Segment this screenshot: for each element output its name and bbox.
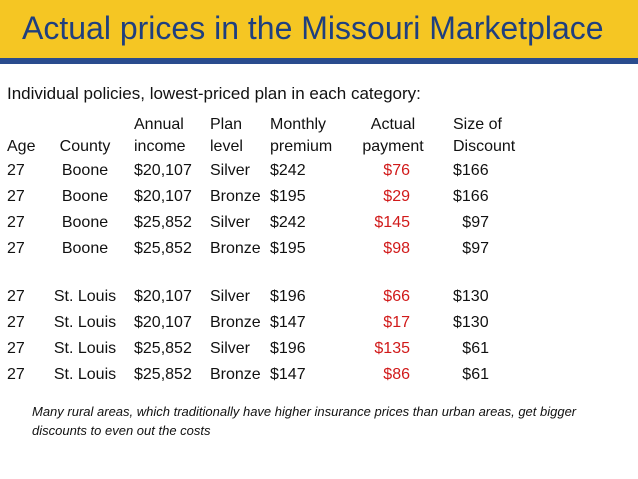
cell-level: Silver (210, 288, 251, 305)
header-county: County (59, 138, 111, 155)
cell-discount: $130 (453, 314, 489, 331)
cell-premium: $147 (270, 366, 306, 383)
header-premium-2: premium (270, 138, 333, 155)
cell-age: 27 (7, 340, 25, 357)
header-income-2: income (134, 138, 186, 155)
cell-age: 27 (7, 288, 25, 305)
cell-age: 27 (7, 314, 25, 331)
table-row: 27 St. Louis $25,852 Bronze $147 $86 $61 (0, 366, 638, 390)
table-row: 27 Boone $20,107 Bronze $195 $29 $166 (0, 188, 638, 212)
cell-payment: $66 (383, 288, 410, 305)
cell-level: Bronze (210, 240, 261, 257)
cell-premium: $147 (270, 314, 306, 331)
cell-age: 27 (7, 214, 25, 231)
cell-premium: $242 (270, 214, 306, 231)
cell-payment: $76 (383, 162, 410, 179)
header-discount-2: Discount (453, 138, 516, 155)
cell-county: Boone (61, 240, 109, 257)
cell-level: Bronze (210, 366, 261, 383)
cell-age: 27 (7, 162, 25, 179)
cell-income: $20,107 (134, 288, 192, 305)
table-row: 27 Boone $25,852 Silver $242 $145 $97 (0, 214, 638, 238)
table-header: Age County Annual income Plan level Mont… (0, 116, 638, 156)
cell-premium: $195 (270, 188, 306, 205)
cell-payment: $135 (374, 340, 410, 357)
cell-level: Silver (210, 162, 251, 179)
cell-premium: $196 (270, 340, 306, 357)
cell-payment: $17 (383, 314, 410, 331)
cell-premium: $242 (270, 162, 306, 179)
cell-level: Silver (210, 340, 251, 357)
cell-discount: $97 (462, 240, 489, 257)
cell-county: St. Louis (53, 314, 117, 331)
cell-age: 27 (7, 366, 25, 383)
cell-payment: $86 (383, 366, 410, 383)
header-income-1: Annual (134, 116, 184, 133)
cell-discount: $97 (462, 214, 489, 231)
footnote: Many rural areas, which traditionally ha… (32, 404, 577, 438)
cell-discount: $61 (462, 366, 489, 383)
cell-payment: $98 (383, 240, 410, 257)
cell-payment: $145 (374, 214, 410, 231)
cell-discount: $166 (453, 162, 489, 179)
cell-income: $20,107 (134, 162, 192, 179)
cell-discount: $130 (453, 288, 489, 305)
header-level-1: Plan (210, 116, 243, 133)
header-level-2: level (210, 138, 243, 155)
cell-county: Boone (61, 214, 109, 231)
cell-level: Bronze (210, 314, 261, 331)
cell-age: 27 (7, 240, 25, 257)
cell-income: $25,852 (134, 240, 192, 257)
cell-county: St. Louis (53, 366, 117, 383)
cell-income: $25,852 (134, 214, 192, 231)
header-premium-1: Monthly (270, 116, 327, 133)
table-row: 27 Boone $20,107 Silver $242 $76 $166 (0, 162, 638, 186)
header-payment-1: Actual (370, 116, 416, 133)
cell-discount: $166 (453, 188, 489, 205)
table-row: 27 St. Louis $20,107 Bronze $147 $17 $13… (0, 314, 638, 338)
cell-income: $25,852 (134, 366, 192, 383)
cell-level: Bronze (210, 188, 261, 205)
cell-county: St. Louis (53, 288, 117, 305)
title-bar: Actual prices in the Missouri Marketplac… (0, 0, 638, 64)
cell-payment: $29 (383, 188, 410, 205)
subtitle: Individual policies, lowest-priced plan … (7, 84, 421, 103)
cell-level: Silver (210, 214, 251, 231)
header-discount-1: Size of (453, 116, 502, 133)
cell-premium: $196 (270, 288, 306, 305)
cell-county: Boone (61, 188, 109, 205)
table-row: 27 St. Louis $20,107 Silver $196 $66 $13… (0, 288, 638, 312)
cell-income: $25,852 (134, 340, 192, 357)
page-title: Actual prices in the Missouri Marketplac… (22, 10, 604, 46)
table-row: 27 St. Louis $25,852 Silver $196 $135 $6… (0, 340, 638, 364)
cell-age: 27 (7, 188, 25, 205)
cell-income: $20,107 (134, 314, 192, 331)
table-row: 27 Boone $25,852 Bronze $195 $98 $97 (0, 240, 638, 264)
cell-county: Boone (61, 162, 109, 179)
cell-county: St. Louis (53, 340, 117, 357)
cell-income: $20,107 (134, 188, 192, 205)
header-payment-2: payment (362, 138, 424, 155)
cell-discount: $61 (462, 340, 489, 357)
header-age: Age (7, 138, 36, 155)
cell-premium: $195 (270, 240, 306, 257)
